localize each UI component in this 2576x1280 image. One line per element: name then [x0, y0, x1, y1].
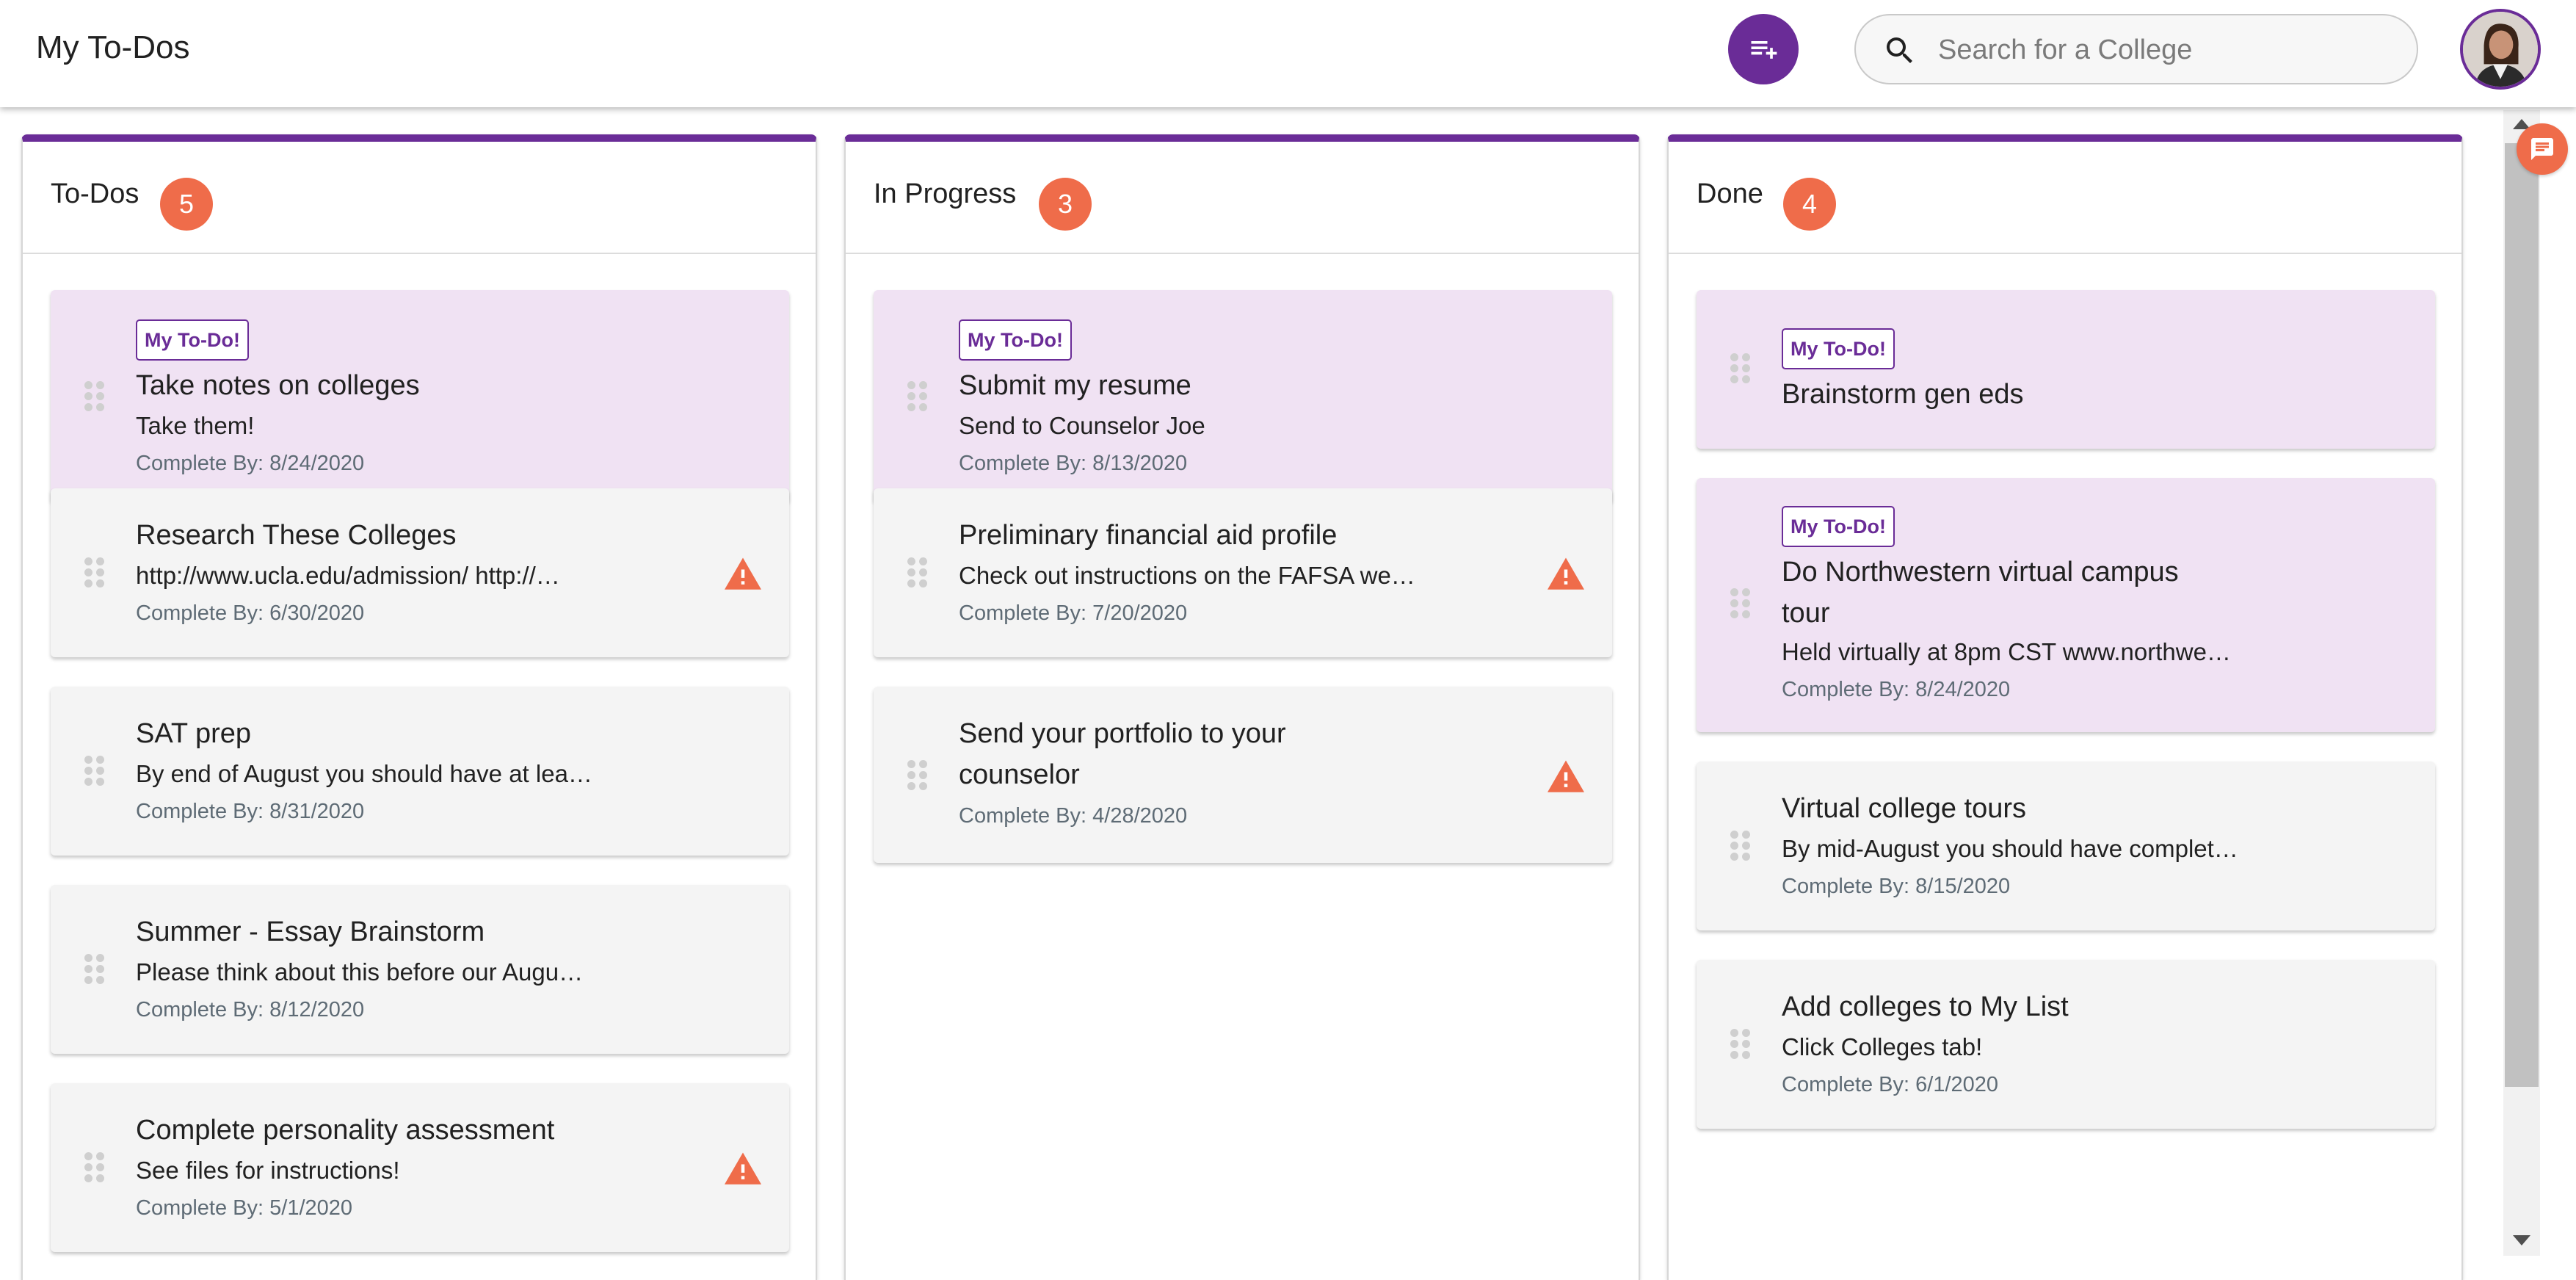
todo-card[interactable]: Preliminary financial aid profile Check … [874, 488, 1612, 657]
card-description: Please think about this before our Augu… [136, 958, 584, 986]
my-todo-tag: My To-Do! [136, 319, 249, 361]
card-title: Summer - Essay Brainstorm [136, 916, 485, 947]
card-title: Research These Colleges [136, 520, 457, 551]
card-description: http://www.ucla.edu/admission/ http://… [136, 562, 560, 589]
user-avatar-icon [2463, 12, 2538, 87]
search-input[interactable] [1938, 29, 2393, 71]
count-badge: 5 [160, 178, 213, 231]
avatar[interactable] [2460, 9, 2541, 90]
my-todo-tag: My To-Do! [959, 319, 1072, 361]
todo-card[interactable]: Add colleges to My List Click Colleges t… [1697, 960, 2435, 1129]
chat-bubble-icon [2531, 138, 2553, 160]
warning-icon [725, 557, 761, 590]
drag-handle-icon[interactable] [907, 760, 928, 791]
page-scrollbar[interactable] [2503, 110, 2540, 1256]
my-todo-tag: My To-Do! [1782, 506, 1895, 547]
todo-card[interactable]: SAT prep By end of August you should hav… [51, 687, 789, 856]
card-title: Submit my resume [959, 370, 1191, 401]
scroll-up-arrow-icon[interactable] [2513, 119, 2530, 129]
todo-card[interactable]: My To-Do! Submit my resume Send to Couns… [874, 290, 1612, 503]
card-due-date: Complete By: 8/12/2020 [136, 998, 365, 1022]
column-title: In Progress [874, 178, 1017, 209]
column-title: To-Dos [51, 178, 139, 209]
page-title: My To-Dos [36, 29, 190, 65]
card-title: Take notes on colleges [136, 370, 420, 401]
card-description: Click Colleges tab! [1782, 1033, 1983, 1060]
todo-card[interactable]: Summer - Essay Brainstorm Please think a… [51, 885, 789, 1054]
playlist-add-icon [1751, 41, 1777, 59]
card-due-date: Complete By: 8/24/2020 [136, 452, 365, 475]
college-search[interactable] [1854, 14, 2418, 84]
count-badge: 4 [1783, 178, 1836, 231]
card-title: Add colleges to My List [1782, 991, 2069, 1022]
warning-icon [1548, 557, 1584, 590]
drag-handle-icon[interactable] [84, 557, 105, 588]
scroll-down-arrow-icon[interactable] [2513, 1235, 2530, 1245]
drag-handle-icon[interactable] [1730, 1029, 1751, 1060]
drag-handle-icon[interactable] [84, 756, 105, 787]
card-due-date: Complete By: 8/31/2020 [136, 800, 365, 823]
card-description: Held virtually at 8pm CST www.northwe… [1782, 638, 2231, 665]
card-description: See files for instructions! [136, 1157, 400, 1184]
drag-handle-icon[interactable] [84, 1152, 105, 1183]
app-header: My To-Dos [0, 0, 2576, 107]
search-icon [1887, 37, 1912, 63]
count-badge: 3 [1039, 178, 1092, 231]
card-due-date: Complete By: 8/15/2020 [1782, 875, 2011, 898]
card-title: Preliminary financial aid profile [959, 520, 1338, 551]
card-title: Virtual college tours [1782, 793, 2027, 824]
todo-card[interactable]: Complete personality assessment See file… [51, 1083, 789, 1252]
todo-card[interactable]: Virtual college tours By mid-August you … [1697, 762, 2435, 930]
card-title: SAT prep [136, 718, 252, 749]
column-header: Done 4 [1669, 142, 2461, 254]
column-in-progress: In Progress 3 My To-Do! Submit my resume… [844, 134, 1640, 1280]
card-title: Do Northwestern virtual campus tour [1782, 557, 2179, 629]
drag-handle-icon[interactable] [907, 557, 928, 588]
drag-handle-icon[interactable] [907, 381, 928, 412]
card-title: Brainstorm gen eds [1782, 379, 2024, 410]
drag-handle-icon[interactable] [84, 954, 105, 985]
chat-button[interactable] [2517, 123, 2568, 175]
card-title: Complete personality assessment [136, 1115, 555, 1146]
card-description: Take them! [136, 412, 255, 439]
card-due-date: Complete By: 6/1/2020 [1782, 1073, 1999, 1096]
card-description: Send to Counselor Joe [959, 412, 1205, 439]
add-todo-button[interactable] [1728, 14, 1799, 84]
card-description: Check out instructions on the FAFSA we… [959, 562, 1415, 589]
card-due-date: Complete By: 8/13/2020 [959, 452, 1188, 475]
drag-handle-icon[interactable] [1730, 353, 1751, 384]
card-title: Send your portfolio to your counselor [959, 718, 1286, 790]
todo-card[interactable]: My To-Do! Brainstorm gen eds [1697, 290, 2435, 449]
card-description: By mid-August you should have complet… [1782, 835, 2238, 862]
scroll-thumb[interactable] [2505, 143, 2539, 1087]
card-due-date: Complete By: 5/1/2020 [136, 1196, 353, 1220]
column-done: Done 4 My To-Do! Brainstorm gen eds My T… [1667, 134, 2463, 1280]
column-todos: To-Dos 5 My To-Do! Take notes on college… [21, 134, 817, 1280]
card-description: By end of August you should have at lea… [136, 760, 592, 787]
column-header: To-Dos 5 [23, 142, 816, 254]
todo-card[interactable]: Send your portfolio to your counselor Co… [874, 687, 1612, 863]
drag-handle-icon[interactable] [1730, 588, 1751, 619]
card-due-date: Complete By: 6/30/2020 [136, 601, 365, 625]
card-due-date: Complete By: 7/20/2020 [959, 601, 1188, 625]
todo-card[interactable]: Research These Colleges http://www.ucla.… [51, 488, 789, 657]
column-title: Done [1697, 178, 1763, 209]
drag-handle-icon[interactable] [84, 381, 105, 412]
column-header: In Progress 3 [846, 142, 1639, 254]
card-due-date: Complete By: 8/24/2020 [1782, 678, 2011, 701]
drag-handle-icon[interactable] [1730, 831, 1751, 861]
card-due-date: Complete By: 4/28/2020 [959, 804, 1188, 828]
todo-card[interactable]: My To-Do! Do Northwestern virtual campus… [1697, 478, 2435, 732]
todo-card[interactable]: My To-Do! Take notes on colleges Take th… [51, 290, 789, 503]
warning-icon [1548, 760, 1584, 792]
warning-icon [725, 1152, 761, 1185]
my-todo-tag: My To-Do! [1782, 328, 1895, 369]
